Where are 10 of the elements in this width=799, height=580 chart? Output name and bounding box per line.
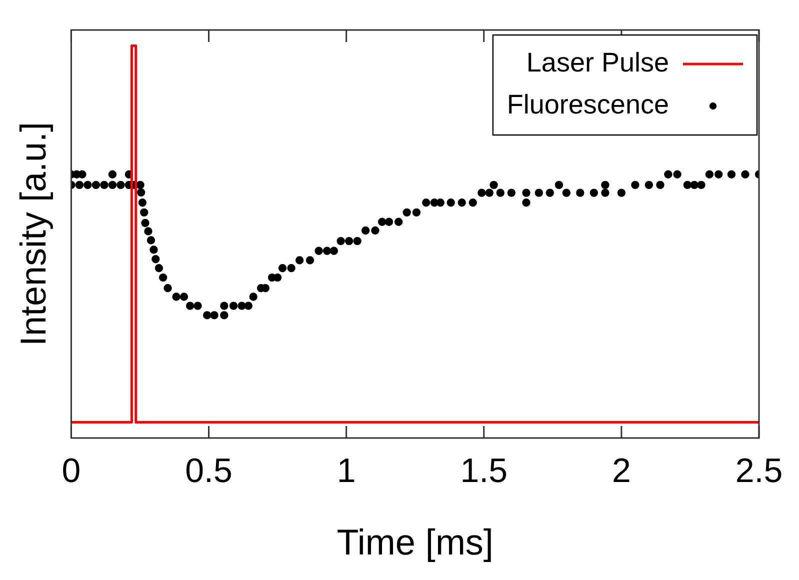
x-tick-label: 2: [612, 452, 631, 490]
legend-label: Laser Pulse: [526, 47, 669, 78]
legend-label: Fluorescence: [506, 89, 669, 120]
x-tick-label: 2.5: [735, 452, 783, 490]
x-tick-label: 0.5: [185, 452, 232, 490]
x-tick-label: 1.5: [460, 452, 508, 490]
x-axis-title: Time [ms]: [336, 521, 494, 562]
x-tick-label: 1: [336, 452, 356, 490]
x-tick-label: 0: [62, 452, 81, 490]
y-axis-title: Intensity [a.u.]: [12, 122, 54, 346]
